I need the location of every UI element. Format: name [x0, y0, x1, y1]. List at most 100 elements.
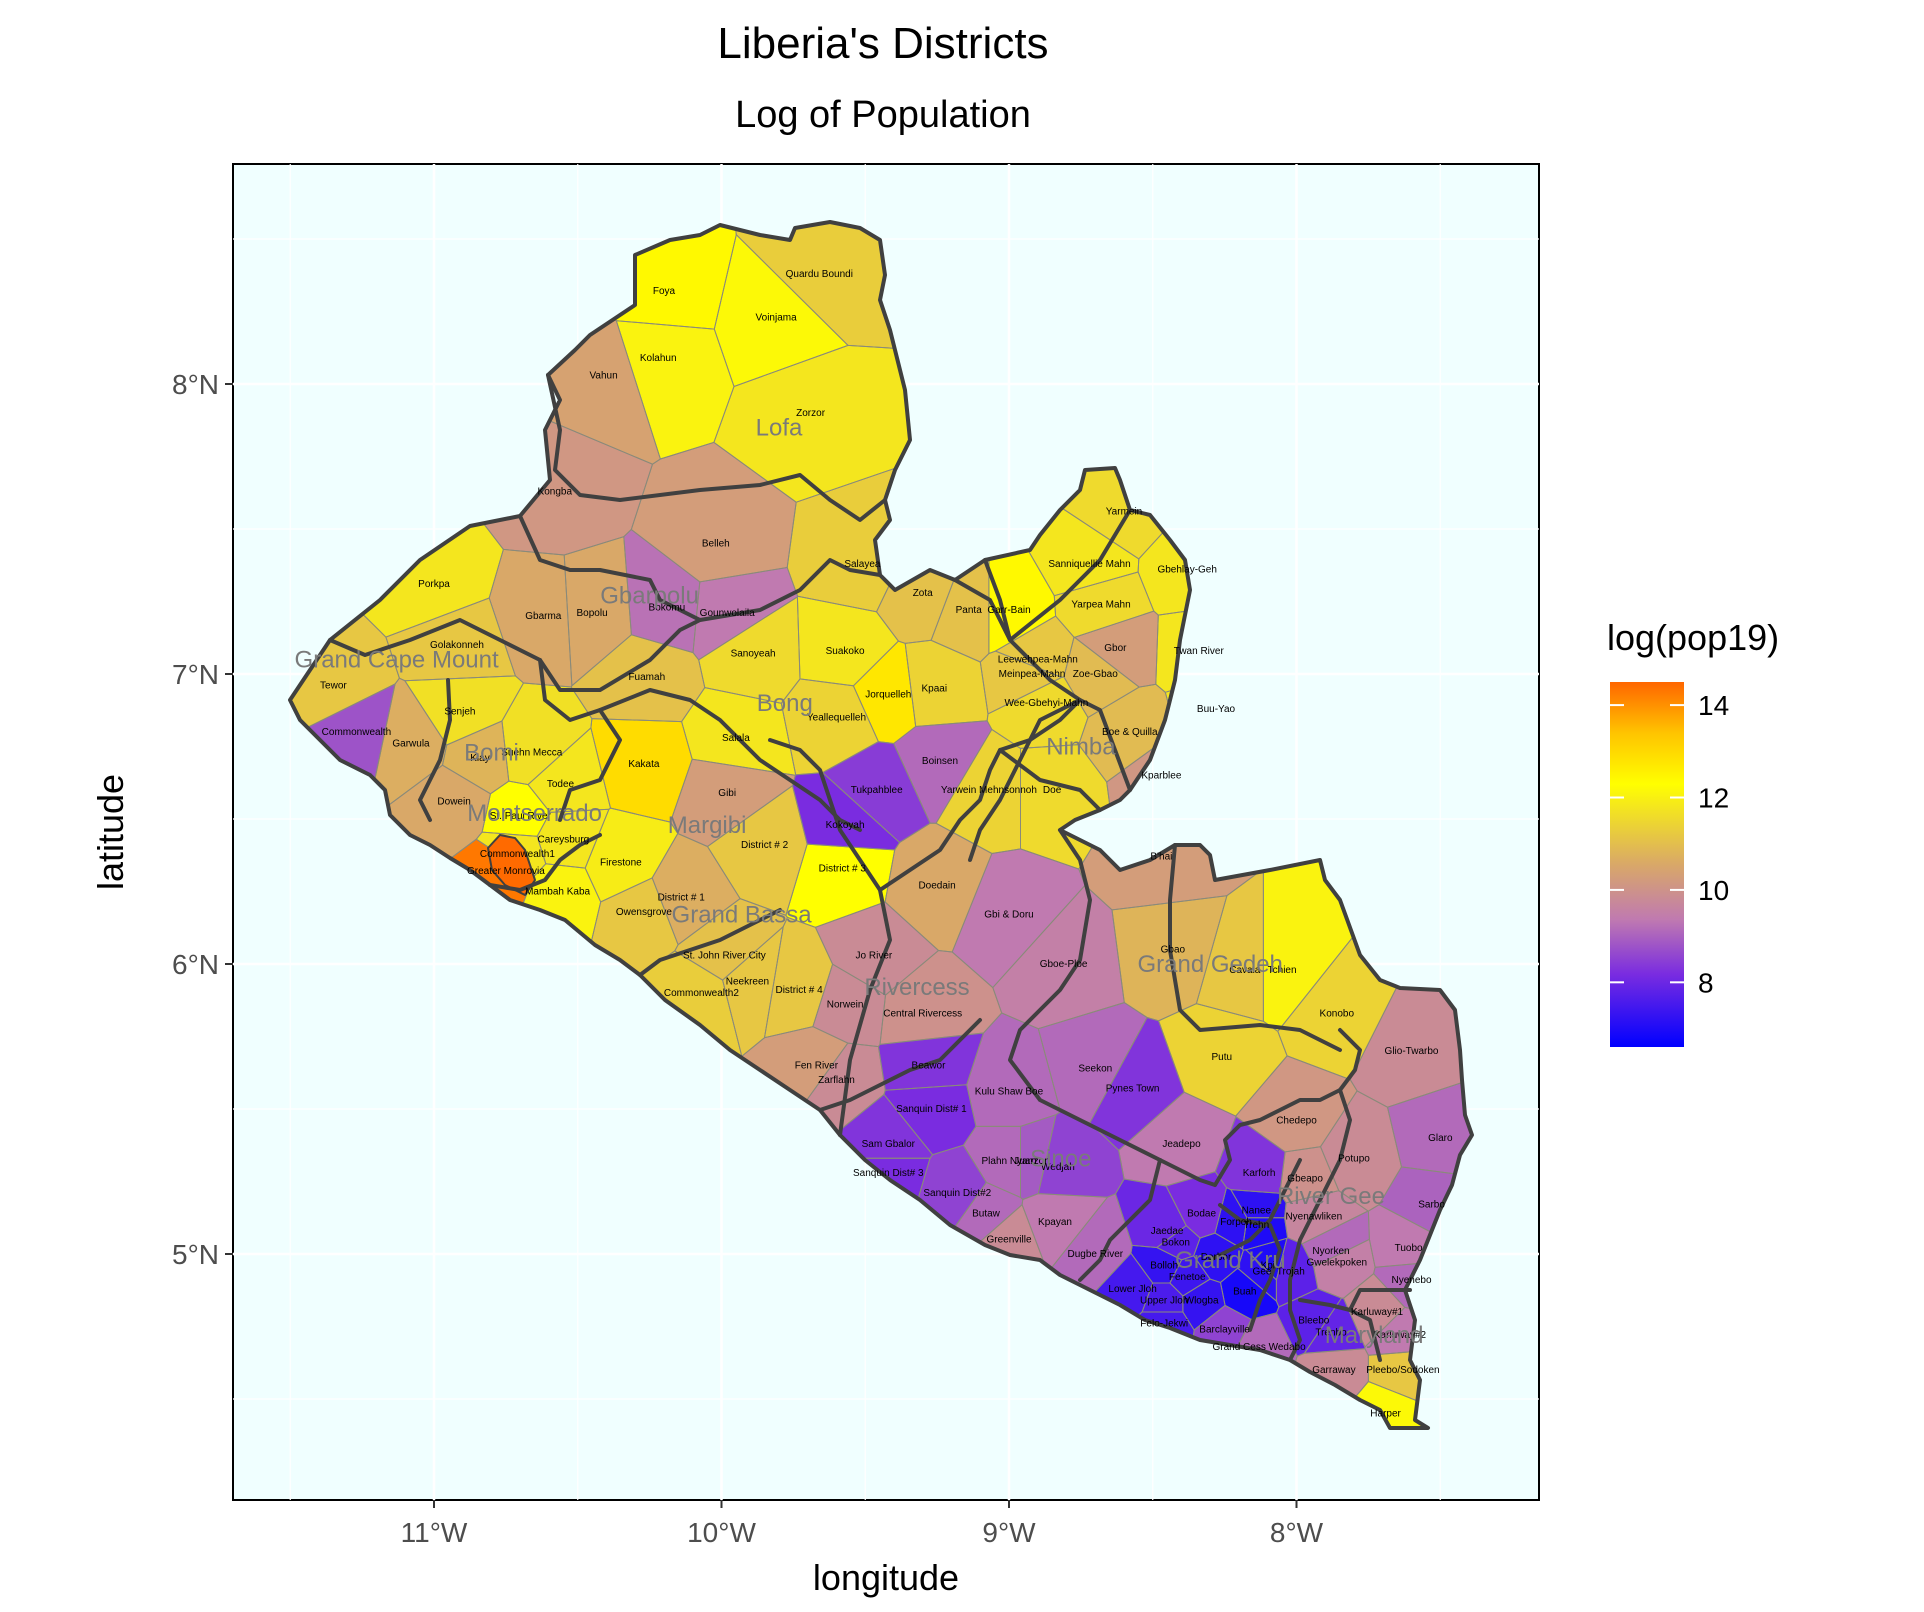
district-label: Nyorken [1312, 1246, 1349, 1257]
county-border [1348, 1288, 1412, 1312]
x-axis-title: longitude [813, 1557, 959, 1598]
district-label: Central Rivercess [883, 1008, 962, 1019]
district-region [707, 785, 808, 916]
district-region [781, 678, 879, 775]
district-region [884, 1084, 976, 1155]
chart-title: Liberia's Districts [717, 19, 1048, 68]
district-label: Leewehpea-Mahn [998, 655, 1078, 666]
district-region [482, 781, 551, 837]
district-label: Upper Jloh [1140, 1295, 1188, 1306]
district-region [822, 741, 931, 843]
district-label: Trojah [1277, 1266, 1305, 1277]
district-region [1302, 1211, 1370, 1267]
district-label: District # 4 [775, 985, 823, 996]
county-border [538, 658, 622, 822]
district-label: St. Paul River [490, 811, 552, 822]
district-region [442, 721, 509, 794]
district-label: B'hai [1150, 852, 1172, 863]
x-tick-label: 11°W [401, 1517, 468, 1548]
county-label: River Gee [1277, 1183, 1385, 1210]
district-label: Greater Monrovia [467, 866, 545, 877]
district-label: Karforh [1243, 1168, 1276, 1179]
district-region [616, 320, 734, 459]
district-border [992, 884, 1125, 1030]
district-label: Bokon [1162, 1237, 1190, 1248]
district-label: Sam Gbalor [862, 1139, 916, 1150]
district-label: Buah [1233, 1287, 1256, 1298]
district-label: Trenbo [1315, 1327, 1347, 1338]
county-border [1208, 1158, 1302, 1262]
district-region [1158, 1003, 1288, 1117]
district-label: Gbor [1104, 643, 1127, 654]
district-label: Forpoh [1220, 1217, 1252, 1228]
county-label: Rivercess [864, 974, 969, 1001]
district-label: Belleh [702, 539, 730, 550]
district-region [1169, 1255, 1211, 1296]
district-label: Chedepo [1276, 1116, 1317, 1127]
district-label: Todee [547, 779, 575, 790]
district-label: Dorbor [1201, 1252, 1232, 1263]
district-label: Nyenebo [1391, 1275, 1431, 1286]
district-labels: Foya Quardu Boundi Voinjama Kolahun Vahun Zor… [320, 269, 1453, 1420]
district-label: Norwein [827, 1000, 864, 1011]
county-border [818, 1018, 982, 1112]
legend-tick-label: 12 [1698, 783, 1729, 814]
district-label: Golakonneh [430, 640, 484, 651]
county-label: Bomi [464, 739, 519, 766]
district-region [571, 634, 705, 722]
district-region [1038, 1002, 1148, 1123]
district-label: St. John River City [683, 950, 766, 961]
district-label: Jaedae [1151, 1226, 1184, 1237]
district-region [797, 596, 899, 686]
district-label: Panta [956, 605, 983, 616]
district-label: Cavala [1229, 965, 1261, 976]
district-label: Lower Jloh [1108, 1284, 1156, 1295]
district-label: District # 3 [819, 863, 867, 874]
county-border [638, 908, 782, 977]
district-label: Doedain [918, 881, 955, 892]
district-label: Fenetoe [1169, 1272, 1206, 1283]
district-label: Bolloh [1150, 1261, 1178, 1272]
district-label: Zota [913, 588, 933, 599]
district-region [785, 844, 895, 928]
district-region [670, 759, 796, 847]
district-label: Klay [470, 753, 489, 764]
county-border [1213, 1028, 1362, 1187]
district-label: Boe & Quilla [1102, 727, 1158, 738]
district-label: Bokomu [649, 602, 686, 613]
district-region [963, 1126, 1021, 1198]
county-border [1078, 1158, 1162, 1282]
county-label: Grand Gedeh [1137, 951, 1282, 978]
district-region [404, 675, 524, 745]
district-label: Suehn Mecca [501, 747, 563, 758]
country-outline [288, 220, 1474, 1430]
district-region [585, 808, 678, 902]
district-label: Trehn [1243, 1220, 1269, 1231]
district-border [967, 1311, 1195, 1428]
district-label: Kpi [1261, 1261, 1275, 1272]
district-label: Zoe-Gbao [1073, 669, 1118, 680]
district-region [1220, 1268, 1279, 1320]
district-label: Zorzor [796, 408, 826, 419]
county-label: Margibi [668, 812, 747, 839]
district-region [992, 885, 1125, 1029]
district-label: Bopolu [577, 608, 608, 619]
district-label: Kulu Shaw Boe [975, 1087, 1044, 1098]
district-label: Garraway [1312, 1365, 1355, 1376]
district-label: Commonwealth1 [480, 849, 555, 860]
county-label: Bong [757, 690, 813, 717]
district-region [1156, 1225, 1201, 1260]
county-label: Grand Bassa [672, 902, 813, 929]
county-border [1218, 1203, 1282, 1332]
district-label: Gbeapo [1287, 1174, 1323, 1185]
district-label: Barclayville [1199, 1324, 1250, 1335]
district-region [1387, 1057, 1472, 1185]
county-border [998, 748, 1102, 812]
county-label: Grand Cape Mount [295, 647, 499, 674]
district-region [995, 616, 1074, 678]
district-label: Kolahun [640, 353, 677, 364]
district-label: Wee-Gbehyi-Mahn [1005, 698, 1089, 709]
county-border [768, 738, 892, 1137]
district-label: Yarwein Mehnsonnoh [941, 785, 1037, 796]
district-region [1063, 637, 1140, 718]
